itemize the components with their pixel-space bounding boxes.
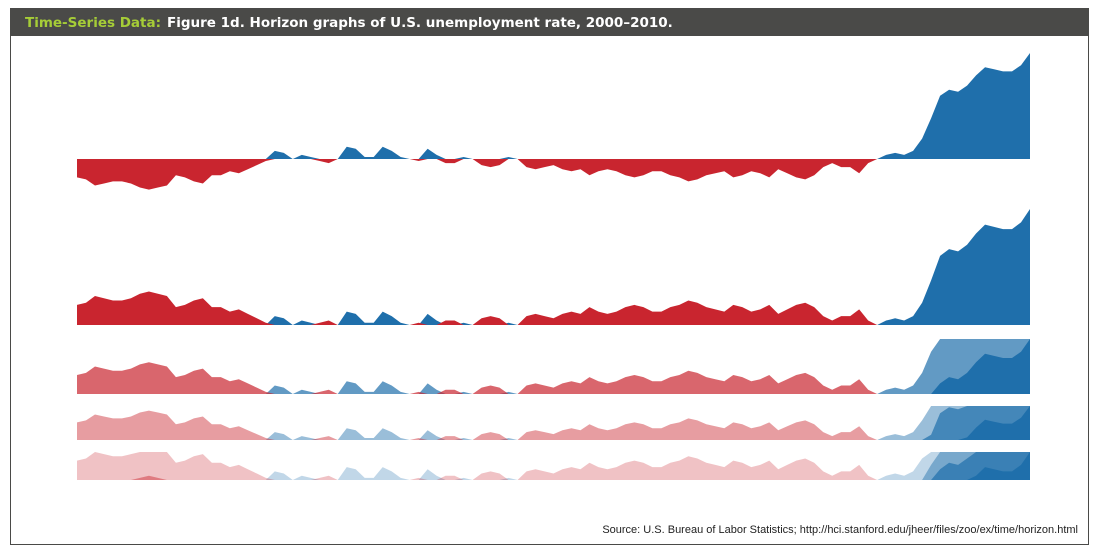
negative-band-1	[77, 362, 1030, 394]
negative-band-1	[77, 452, 1030, 480]
title-prefix: Time-Series Data:	[25, 14, 161, 31]
horizon-panel-2	[77, 209, 1030, 325]
positive-band-1	[77, 209, 1030, 325]
positive-area	[77, 53, 1030, 159]
title-bar: Time-Series Data: Figure 1d. Horizon gra…	[11, 9, 1088, 36]
negative-area	[77, 159, 1030, 190]
horizon-chart	[77, 53, 1030, 480]
figure-frame: Time-Series Data: Figure 1d. Horizon gra…	[10, 8, 1089, 545]
negative-band-1	[77, 410, 1030, 440]
horizon-panel-3	[77, 339, 1030, 394]
horizon-panel-1	[77, 53, 1030, 190]
chart-title: Figure 1d. Horizon graphs of U.S. unempl…	[167, 14, 673, 31]
positive-band-1	[77, 339, 1030, 394]
source-note: Source: U.S. Bureau of Labor Statistics;…	[602, 524, 1078, 536]
horizon-panel-4	[77, 406, 1030, 440]
horizon-panel-5	[77, 452, 1030, 480]
negative-band-1	[77, 291, 1030, 325]
positive-band-2	[77, 406, 1030, 440]
positive-band-3	[77, 452, 1030, 480]
